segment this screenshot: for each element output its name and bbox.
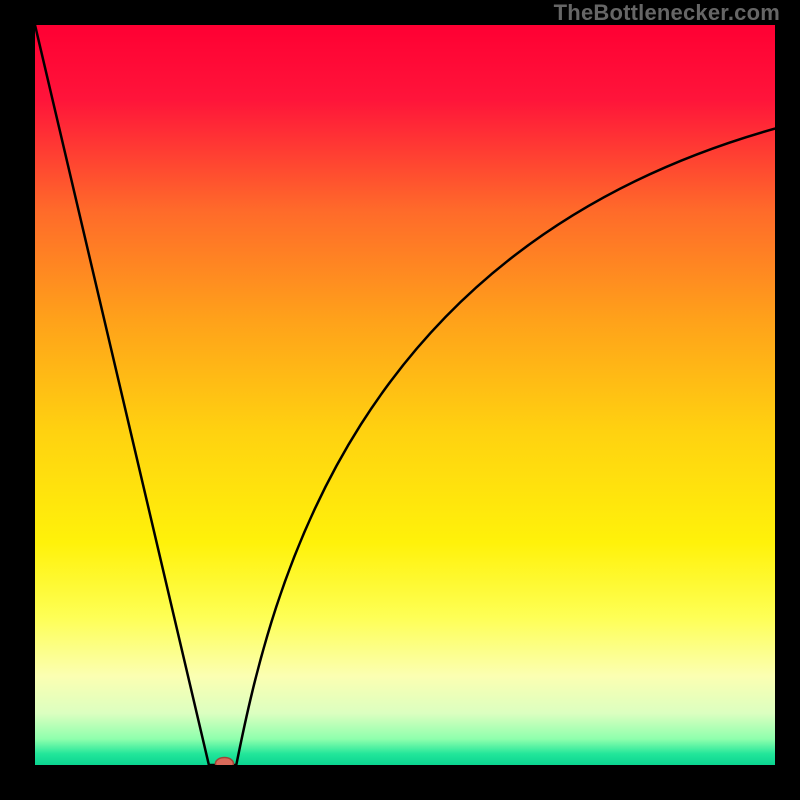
minimum-marker-icon [215, 758, 233, 765]
figure-container: TheBottlenecker.com [0, 0, 800, 800]
plot-area [35, 25, 775, 765]
watermark-text: TheBottlenecker.com [554, 0, 780, 26]
gradient-background [35, 25, 775, 765]
bottleneck-chart [35, 25, 775, 765]
